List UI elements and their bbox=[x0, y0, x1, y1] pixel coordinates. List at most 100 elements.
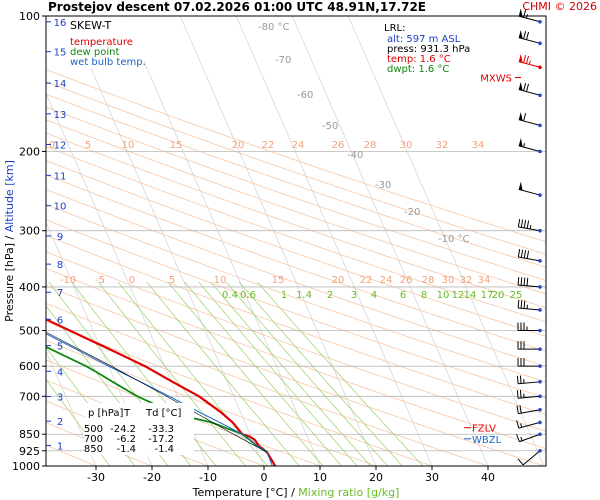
wind-barb-feather bbox=[519, 405, 522, 414]
wind-barb-staff bbox=[518, 395, 541, 399]
wind-barb-pennant bbox=[518, 138, 523, 147]
table-cell: -33.3 bbox=[148, 424, 174, 435]
wind-barb bbox=[518, 138, 542, 154]
mixing-ratio-line bbox=[98, 281, 246, 466]
wind-barb-staff bbox=[518, 284, 541, 288]
x-axis-label: Temperature [°C] / Mixing ratio [g/kg] bbox=[192, 486, 400, 499]
wind-barb-staff bbox=[518, 226, 541, 232]
wind-barb-dot bbox=[538, 407, 542, 412]
wind-barb-feather bbox=[516, 375, 519, 384]
wind-barb-dot bbox=[538, 228, 542, 233]
plot-background bbox=[46, 16, 546, 466]
wind-barb-feather bbox=[523, 31, 527, 40]
isotherm-label: -70 bbox=[275, 55, 291, 66]
level-markers: MXWS FZLV WBZL bbox=[464, 74, 521, 446]
temperature-tick-label: 30 bbox=[425, 471, 439, 484]
wind-barb bbox=[517, 358, 542, 368]
wind-barb-feather bbox=[523, 300, 526, 309]
wind-barb-feather bbox=[516, 405, 519, 414]
mixing-ratio-line bbox=[71, 281, 217, 466]
wind-barb-feather bbox=[517, 249, 521, 258]
altitude-tick-label: 4 bbox=[57, 367, 63, 378]
wind-barb-feather bbox=[525, 31, 530, 40]
y-axis-label: Pressure [hPa] / Altitude [km] bbox=[3, 160, 16, 322]
wind-barb-half-feather bbox=[528, 60, 531, 65]
wind-barb-staff bbox=[518, 381, 541, 385]
wind-barb-dot bbox=[538, 41, 542, 46]
chart-title: Prostejov descent 07.02.2026 01:00 UTC 4… bbox=[48, 0, 426, 14]
theta-label: 22 bbox=[262, 140, 275, 151]
wind-barb-dot bbox=[538, 285, 542, 289]
wind-barb-feather bbox=[523, 113, 527, 122]
mixing-ratio-label: 12 bbox=[452, 290, 465, 301]
theta-label: 30 bbox=[442, 275, 455, 286]
wind-barb-pennant bbox=[518, 53, 523, 63]
wind-barb-pennant bbox=[518, 181, 523, 191]
isotherm-label: -30 bbox=[375, 180, 391, 191]
dry-adiabat bbox=[46, 146, 546, 323]
dry-adiabat bbox=[46, 81, 546, 255]
mixing-ratio-line bbox=[117, 281, 268, 466]
pressure-tick-label: 850 bbox=[19, 428, 40, 441]
mixing-ratio-label: 1 bbox=[281, 290, 287, 301]
altitude-tick-label: 13 bbox=[54, 110, 67, 121]
wind-barb-pennant bbox=[518, 111, 523, 121]
altitude-tick-label: 3 bbox=[57, 393, 63, 404]
altitude-tick-label: 15 bbox=[54, 48, 67, 59]
table-header-t: T bbox=[123, 408, 131, 419]
wind-barb-half-feather bbox=[523, 143, 526, 148]
altitude-tick-label: 9 bbox=[57, 232, 63, 243]
table-header-p: p [hPa] bbox=[88, 408, 123, 419]
mixing-ratio-line bbox=[238, 281, 403, 466]
temperature-tick-label: -10 bbox=[199, 471, 217, 484]
pressure-tick-label: 1000 bbox=[12, 460, 40, 473]
mxws-label: MXWS bbox=[480, 74, 512, 85]
wind-barb-dot bbox=[538, 19, 542, 24]
isotherm-line bbox=[235, 16, 433, 466]
isotherm-label: -60 bbox=[297, 90, 313, 101]
legend: SKEW-T temperature dew point wet bulb te… bbox=[68, 17, 146, 69]
pressure-tick-label: 500 bbox=[19, 325, 40, 338]
wind-barb-feather bbox=[516, 390, 519, 399]
mixing-ratio-label: 6 bbox=[400, 290, 406, 301]
table-cell: 700 bbox=[84, 434, 103, 445]
table-cell: -17.2 bbox=[148, 434, 174, 445]
temperature-tick-label: -30 bbox=[87, 471, 105, 484]
pressure-tick-label: 200 bbox=[19, 145, 40, 158]
copyright: CHMI © 2026 bbox=[522, 0, 597, 13]
pressure-tick-label: 925 bbox=[19, 445, 40, 458]
isotherm-label: -40 bbox=[347, 150, 363, 161]
theta-label: 15 bbox=[170, 140, 183, 151]
wind-barb-dot bbox=[538, 380, 542, 384]
wind-barb bbox=[517, 448, 542, 466]
dry-adiabat bbox=[46, 119, 546, 295]
pressure-axis: 100 200 300 400 500 600 700 850 925 1000 bbox=[12, 10, 46, 473]
wind-barb-feather bbox=[525, 83, 530, 92]
wind-barb-half-feather bbox=[520, 436, 523, 441]
altitude-tick-label: 2 bbox=[57, 417, 63, 428]
wind-barb-feather bbox=[517, 218, 521, 227]
theta-label: 30 bbox=[400, 140, 413, 151]
lrl-dewpoint: dwpt: 1.6 °C bbox=[387, 64, 449, 75]
wind-barb-dot bbox=[538, 328, 542, 333]
altitude-tick-label: 12 bbox=[54, 141, 67, 152]
wind-barbs bbox=[516, 8, 542, 466]
table-cell: 500 bbox=[84, 424, 103, 435]
theta-label: 34 bbox=[478, 275, 491, 286]
wind-barb-staff bbox=[518, 421, 541, 429]
theta-label: 26 bbox=[400, 275, 413, 286]
pressure-tick-label: 300 bbox=[19, 225, 40, 238]
wind-barb bbox=[517, 276, 542, 289]
wind-barb-dot bbox=[538, 394, 542, 399]
mixing-ratio-label: 2 bbox=[327, 290, 333, 301]
lrl-pressure: press: 931.3 hPa bbox=[387, 44, 470, 55]
wind-barb bbox=[518, 29, 542, 46]
wind-barb-feather bbox=[519, 389, 522, 398]
wind-barb-feather bbox=[523, 82, 527, 91]
wind-barb-feather bbox=[517, 458, 524, 466]
mixing-ratio-label: 3 bbox=[351, 290, 357, 301]
isotherm-line bbox=[179, 16, 377, 466]
theta-label: 5 bbox=[85, 140, 91, 151]
wind-barb bbox=[518, 81, 542, 98]
wind-barb-dot bbox=[538, 65, 542, 70]
